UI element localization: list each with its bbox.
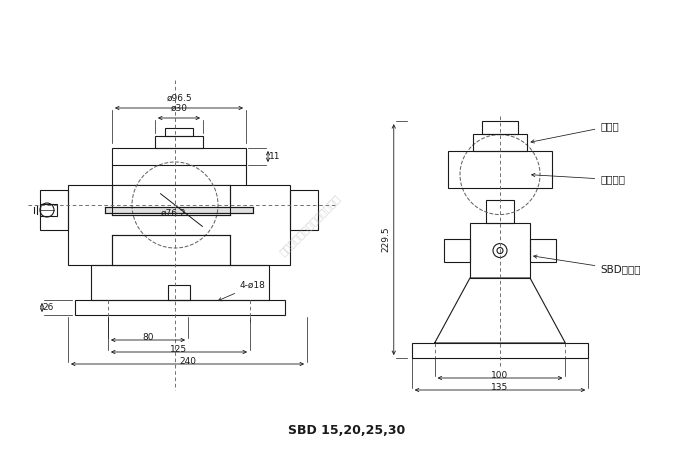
Bar xyxy=(412,343,589,358)
Bar xyxy=(473,134,527,151)
Bar xyxy=(155,136,203,148)
Bar xyxy=(448,151,552,188)
Text: 240: 240 xyxy=(179,357,196,366)
Text: 广州众鑫自动化科技有限公司: 广州众鑫自动化科技有限公司 xyxy=(278,193,342,257)
Text: 80: 80 xyxy=(142,333,154,342)
Bar xyxy=(168,285,190,300)
Text: 4-ø18: 4-ø18 xyxy=(219,281,266,301)
Bar xyxy=(105,207,253,213)
Text: 125: 125 xyxy=(171,345,187,354)
Bar xyxy=(112,185,230,215)
Text: 100: 100 xyxy=(491,371,509,380)
Text: SBD 15,20,25,30: SBD 15,20,25,30 xyxy=(289,423,405,437)
Text: 加载钐球: 加载钐球 xyxy=(532,173,625,184)
Bar xyxy=(482,121,518,134)
Bar xyxy=(112,235,230,265)
Bar xyxy=(40,190,68,230)
Bar xyxy=(68,185,290,265)
Text: 承压头: 承压头 xyxy=(531,121,619,143)
Text: SBD传感器: SBD传感器 xyxy=(534,255,641,275)
Bar xyxy=(443,239,470,262)
Text: 11: 11 xyxy=(269,152,280,161)
Bar xyxy=(112,148,246,165)
Bar xyxy=(290,190,318,230)
Bar xyxy=(40,204,57,216)
Text: 229.5: 229.5 xyxy=(382,227,391,253)
Bar xyxy=(91,265,269,300)
Text: ø76.2: ø76.2 xyxy=(160,208,186,217)
Text: ø30: ø30 xyxy=(171,104,187,113)
Text: ø96.5: ø96.5 xyxy=(166,94,192,103)
Bar xyxy=(530,239,556,262)
Bar xyxy=(486,200,514,223)
Text: 135: 135 xyxy=(491,383,509,392)
Bar xyxy=(75,300,285,315)
Bar xyxy=(165,128,193,136)
Bar xyxy=(470,223,530,278)
Text: 26: 26 xyxy=(42,303,54,312)
